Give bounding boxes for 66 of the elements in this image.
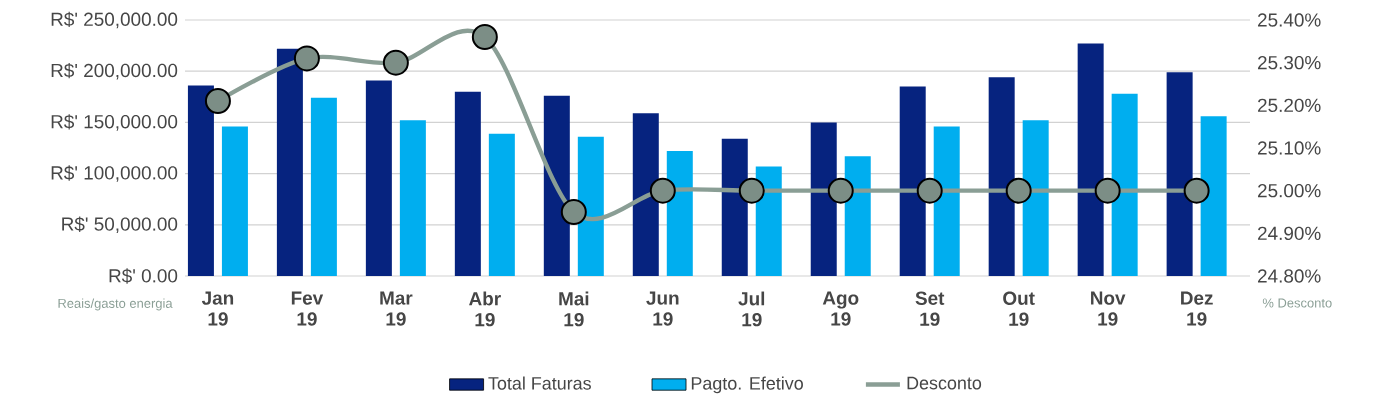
y2-tick-label: 24.80% [1257,269,1321,283]
legend-label: Desconto [907,376,982,390]
y2-tick-label: 25.40% [1257,13,1321,27]
point [471,24,498,51]
bar [721,138,748,276]
bar [899,86,926,276]
bar [1077,43,1104,276]
bar [1200,116,1227,276]
legend-label: Pagto. Efetivo [691,376,803,394]
y2-tick-label: 25.10% [1257,141,1321,155]
x-tick-label: Jan 19 [201,291,234,326]
y-tick-label: R$' 250,000.00 [51,11,178,29]
x-tick-label: Jun 19 [646,291,679,326]
x-tick-label: Abr 19 [469,291,501,327]
point [1094,177,1121,204]
x-tick-label: Dez 19 [1181,291,1213,326]
y-tick-label: R$' 150,000.00 [51,114,178,131]
bar [488,133,515,276]
y-tick-label: R$' 200,000.00 [51,62,178,80]
bar [810,122,837,276]
bar [933,126,960,276]
y2-tick-label: 25.00% [1257,183,1321,198]
bar [187,85,214,276]
bar [844,156,871,276]
bar [221,126,248,276]
bar [577,136,604,276]
x-tick-label: Set 19 [915,291,945,326]
bar [399,120,426,276]
point [1183,177,1210,204]
y2-tick-label: 25.30% [1257,55,1321,70]
point [827,177,854,204]
bar [666,151,693,276]
bar [276,48,303,276]
x-tick-label: Nov 19 [1091,291,1126,326]
x-tick-label: Mar 19 [380,291,413,326]
bar [1022,120,1049,276]
x-tick-label: Ago 19 [822,291,859,326]
y-tick-label: R$' 0.00 [109,268,178,284]
bar [543,95,570,276]
y2-tick-label: 25.20% [1257,98,1321,113]
point [1005,177,1032,204]
y-tick-label: R$' 100,000.00 [51,165,178,182]
point [293,45,320,72]
bar [632,113,659,276]
bar [1111,93,1138,276]
y-tick-label: R$' 50,000.00 [62,216,178,234]
x-tick-label: Out 19 [1003,291,1035,326]
bar [365,80,392,276]
x-tick-label: Mai 19 [559,291,589,327]
bar [310,97,337,276]
point [204,88,231,115]
legend-label: Total Faturas [488,376,591,390]
y-axis-title: Reais/gasto energia [58,298,173,311]
point [916,177,943,204]
point [382,49,409,76]
x-tick-label: Fev 19 [291,291,324,326]
bar [755,166,782,276]
point [649,177,676,204]
bar [1166,72,1193,276]
bar [454,91,481,276]
point [738,177,765,204]
bar [988,77,1015,276]
x-tick-label: Jul 19 [738,291,765,327]
y2-axis-title: % Desconto [1262,298,1332,308]
point [560,199,587,225]
y2-tick-label: 24.90% [1257,226,1321,241]
